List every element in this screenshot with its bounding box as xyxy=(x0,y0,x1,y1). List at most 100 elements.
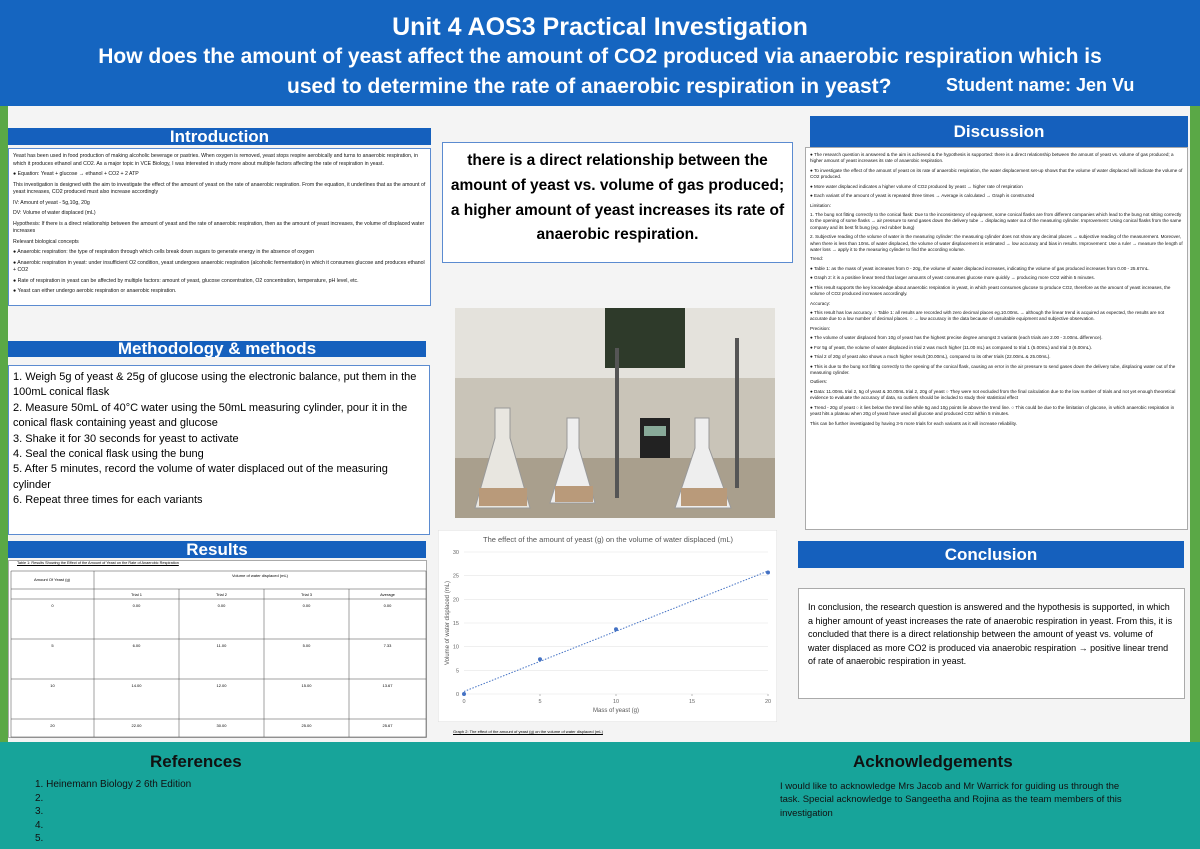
method-step: 4. Seal the conical flask using the bung xyxy=(13,447,204,460)
discussion-text: This can be further investigated by havi… xyxy=(810,420,1017,426)
section-heading: Introduction xyxy=(8,128,431,145)
chart: The effect of the amount of yeast (g) on… xyxy=(438,530,777,722)
table-caption: Table 1: Results Showing the Effect of t… xyxy=(17,561,179,565)
section-heading: Discussion xyxy=(810,116,1188,147)
table-cell: 13.67 xyxy=(382,683,393,688)
discussion-text: ● Data: 11.00mL trial 2, 5g of yeast & 3… xyxy=(810,388,1176,401)
student: Student name: Jen Vu xyxy=(946,75,1135,95)
table-cell: 6.00 xyxy=(133,643,142,648)
discussion-text: ● To investigate the effect of the amoun… xyxy=(810,167,1183,180)
table-cell: 14.00 xyxy=(131,683,142,688)
table-cell: 20 xyxy=(50,723,55,728)
conclusion: In conclusion, the research question is … xyxy=(798,588,1185,699)
y-axis-label: Volume of water displaced (mL) xyxy=(445,581,451,665)
intro-text: ● Anaerobic respiration: the type of res… xyxy=(13,249,315,256)
x-tick-label: 15 xyxy=(689,699,695,705)
point xyxy=(614,627,618,632)
y-tick-label: 10 xyxy=(453,645,459,651)
intro-text: DV: Volume of water displaced (mL) xyxy=(13,210,96,217)
intro-text: ● Equation: Yeast + glucose → ethanol + … xyxy=(13,171,139,178)
discussion-text: ● Trend - 20g of yeast ○ it lies below t… xyxy=(810,404,1175,417)
x-tick-label: 5 xyxy=(538,699,541,705)
table-cell: 0 xyxy=(51,603,54,608)
section-heading: Methodology & methods xyxy=(8,340,426,357)
chart-bg xyxy=(438,530,777,722)
table-cell: 0.00 xyxy=(384,603,393,608)
y-tick-label: 15 xyxy=(453,621,459,627)
section-heading: Conclusion xyxy=(798,541,1184,568)
footer xyxy=(0,742,1200,849)
section-heading: References xyxy=(150,752,242,771)
right-strip xyxy=(1190,106,1200,742)
section-heading: Acknowledgements xyxy=(853,752,1013,771)
trendline xyxy=(463,570,769,692)
method-step: 6. Repeat three times for each variants xyxy=(13,494,203,507)
point xyxy=(538,657,542,662)
discussion-text: ● Trial 2 of 20g of yeast also shows a m… xyxy=(810,354,1051,360)
table-cell: 10 xyxy=(50,683,55,688)
question: How does the amount of yeast affect the … xyxy=(98,45,1102,68)
table-cell: 15.00 xyxy=(301,683,312,688)
method-step: 2. Measure 50mL of 40°C water using the … xyxy=(13,401,408,430)
method-step: 3. Shake it for 30 seconds for yeast to … xyxy=(13,432,239,445)
discussion-text: ● More water displaced indicates a highe… xyxy=(810,183,1023,189)
intro-box: Yeast has been used in food production o… xyxy=(8,148,431,306)
discussion-text: ● The research question is answered & th… xyxy=(810,152,1174,164)
discussion-text: Limitation: xyxy=(810,202,831,208)
table-cell: 7.33 xyxy=(384,643,393,648)
method-step: 1. Weigh 5g of yeast & 25g of glucose us… xyxy=(13,371,417,399)
x-tick-label: 10 xyxy=(613,699,619,705)
table-cell: 0.00 xyxy=(218,603,227,608)
chart-title: The effect of the amount of yeast (g) on… xyxy=(483,535,733,544)
discussion-text: Outliers: xyxy=(810,379,828,385)
table-cell: 30.00 xyxy=(216,723,227,728)
table-box: Table 1: Results Showing the Effect of t… xyxy=(8,560,427,738)
header xyxy=(0,0,1200,106)
table-cell: 0.00 xyxy=(133,603,142,608)
intro-text: Relevant biological concepts xyxy=(13,238,79,245)
reference: 3. xyxy=(35,806,44,817)
photo xyxy=(455,308,775,518)
discussion-text: ● Graph 2: it is a positive linear trend… xyxy=(810,275,1095,281)
reference: 1. Heinemann Biology 2 6th Edition xyxy=(35,779,192,790)
x-tick-label: 20 xyxy=(765,699,771,705)
table-header: Trial 1 xyxy=(131,592,143,597)
intro-text: Yeast has been used in food production o… xyxy=(13,153,418,167)
discussion-text: ● This result supports the key knowledge… xyxy=(810,284,1171,297)
intro-text: IV: Amount of yeast - 5g,10g, 20g xyxy=(13,199,90,206)
y-tick-label: 25 xyxy=(453,574,459,580)
table-header: Volume of water displaced (mL) xyxy=(232,573,289,578)
table-cell: 12.00 xyxy=(216,683,227,688)
reference: 2. xyxy=(35,792,44,804)
references: 1. Heinemann Biology 2 6th Edition 2. 3. 4.… xyxy=(35,778,191,846)
discussion-text: ● This result has low accuracy. ○ Table … xyxy=(810,310,1165,322)
method-step: 5. After 5 minutes, record the volume of… xyxy=(13,463,388,491)
intro-text: Hypothesis: If there is a direct relatio… xyxy=(13,220,425,235)
y-tick-label: 5 xyxy=(456,668,459,674)
table-header: Amount Of Yeast (g) xyxy=(34,577,71,582)
discussion-text: Accuracy: xyxy=(810,300,831,306)
table: Amount Of Yeast (g) Volume of water displ… xyxy=(10,570,427,738)
methods-box: 1. Weigh 5g of yeast & 25g of glucose us… xyxy=(8,365,430,535)
discussion-text: Precision: xyxy=(810,325,831,331)
reference: 4. xyxy=(35,819,44,831)
chart-caption: Graph 2: The effect of the amount of yea… xyxy=(453,729,603,734)
discussion-box: ● The research question is answered & th… xyxy=(805,147,1188,530)
table-cell: 22.00 xyxy=(131,723,142,728)
claim: there is a direct relationship between t… xyxy=(442,142,793,263)
table-cell: 5 xyxy=(51,643,54,648)
table-cell: 5.00 xyxy=(303,643,312,648)
intro-text: ● Anaerobic respiration in yeast: under … xyxy=(13,259,425,274)
title: Unit 4 AOS3 Practical Investigation xyxy=(392,13,808,41)
table-cell: 25.00 xyxy=(301,723,312,728)
point xyxy=(766,570,770,575)
intro-text: This investigation is designed with the … xyxy=(13,181,426,196)
question: used to determine the rate of anaerobic … xyxy=(287,75,892,98)
point xyxy=(462,692,466,696)
discussion-text: ● Table 1: as the mass of yeast increase… xyxy=(810,265,1150,271)
table-cell: 25.67 xyxy=(382,723,393,728)
table-header: Trial 3 xyxy=(301,592,313,597)
intro-text: ● Rate of respiration in yeast can be af… xyxy=(13,277,359,284)
discussion-text: ● Each variant of the amount of yeast is… xyxy=(810,193,1035,199)
